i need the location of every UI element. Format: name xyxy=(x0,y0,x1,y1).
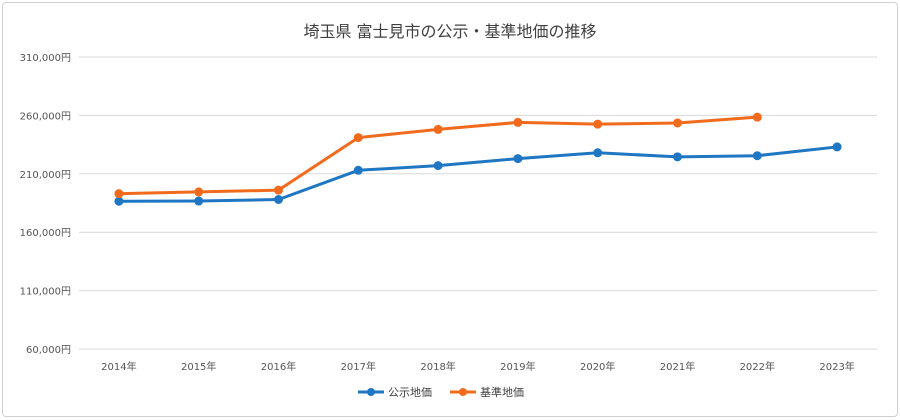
legend-label: 基準地価 xyxy=(480,385,524,399)
x-tick-label: 2023年 xyxy=(819,360,854,373)
legend-item: 基準地価 xyxy=(450,385,524,399)
x-tick-label: 2019年 xyxy=(500,360,535,373)
series-layer xyxy=(114,112,842,206)
x-tick-label: 2020年 xyxy=(580,360,615,373)
grid-layer xyxy=(79,56,877,350)
x-tick-label: 2017年 xyxy=(341,360,376,373)
x-tick-label: 2021年 xyxy=(660,360,695,373)
line-chart: 埼玉県 富士見市の公示・基準地価の推移 60,000円 110,000円 160,0… xyxy=(20,22,877,399)
data-point xyxy=(353,165,363,175)
series-line xyxy=(117,145,839,203)
data-point xyxy=(513,154,523,164)
x-axis-ticks: 2014年 2015年 2016年 2017年 2018年 2019年 2020年 2021年… xyxy=(101,360,855,373)
data-point xyxy=(274,194,283,204)
legend-label: 公示地価 xyxy=(388,386,432,399)
y-tick-label: 260,000円 xyxy=(20,111,71,122)
legend-marker xyxy=(367,388,375,396)
data-point xyxy=(353,133,363,143)
data-point xyxy=(114,189,124,199)
data-point xyxy=(673,118,682,128)
data-point xyxy=(832,142,842,152)
data-point xyxy=(593,148,603,158)
data-point xyxy=(433,161,443,171)
data-point xyxy=(114,196,124,206)
y-axis-ticks: 60,000円 110,000円 160,000円 210,000円 260,000円 3… xyxy=(20,53,71,356)
x-tick-label: 2016年 xyxy=(261,360,296,373)
y-tick-label: 210,000円 xyxy=(20,170,71,181)
chart-title: 埼玉県 富士見市の公示・基準地価の推移 xyxy=(303,22,596,41)
legend-marker xyxy=(459,388,467,396)
x-tick-label: 2018年 xyxy=(420,360,455,373)
y-tick-label: 60,000円 xyxy=(26,345,71,356)
data-point xyxy=(433,124,443,134)
x-tick-label: 2014年 xyxy=(101,360,136,373)
y-tick-label: 160,000円 xyxy=(20,228,71,239)
y-tick-label: 110,000円 xyxy=(20,287,71,298)
series-1 xyxy=(114,142,842,206)
data-point xyxy=(513,117,523,127)
data-point xyxy=(752,112,762,122)
x-tick-label: 2022年 xyxy=(740,360,775,373)
y-tick-label: 310,000円 xyxy=(20,53,71,64)
x-tick-label: 2015年 xyxy=(181,360,216,373)
data-point xyxy=(752,151,762,161)
data-point xyxy=(194,196,204,206)
data-point xyxy=(593,119,603,129)
legend-item: 公示地価 xyxy=(358,386,432,399)
legend: 公示地価 基準地価 xyxy=(358,385,524,399)
series-2 xyxy=(114,112,762,199)
data-point xyxy=(673,152,682,162)
data-point xyxy=(274,185,283,195)
data-point xyxy=(194,187,204,197)
